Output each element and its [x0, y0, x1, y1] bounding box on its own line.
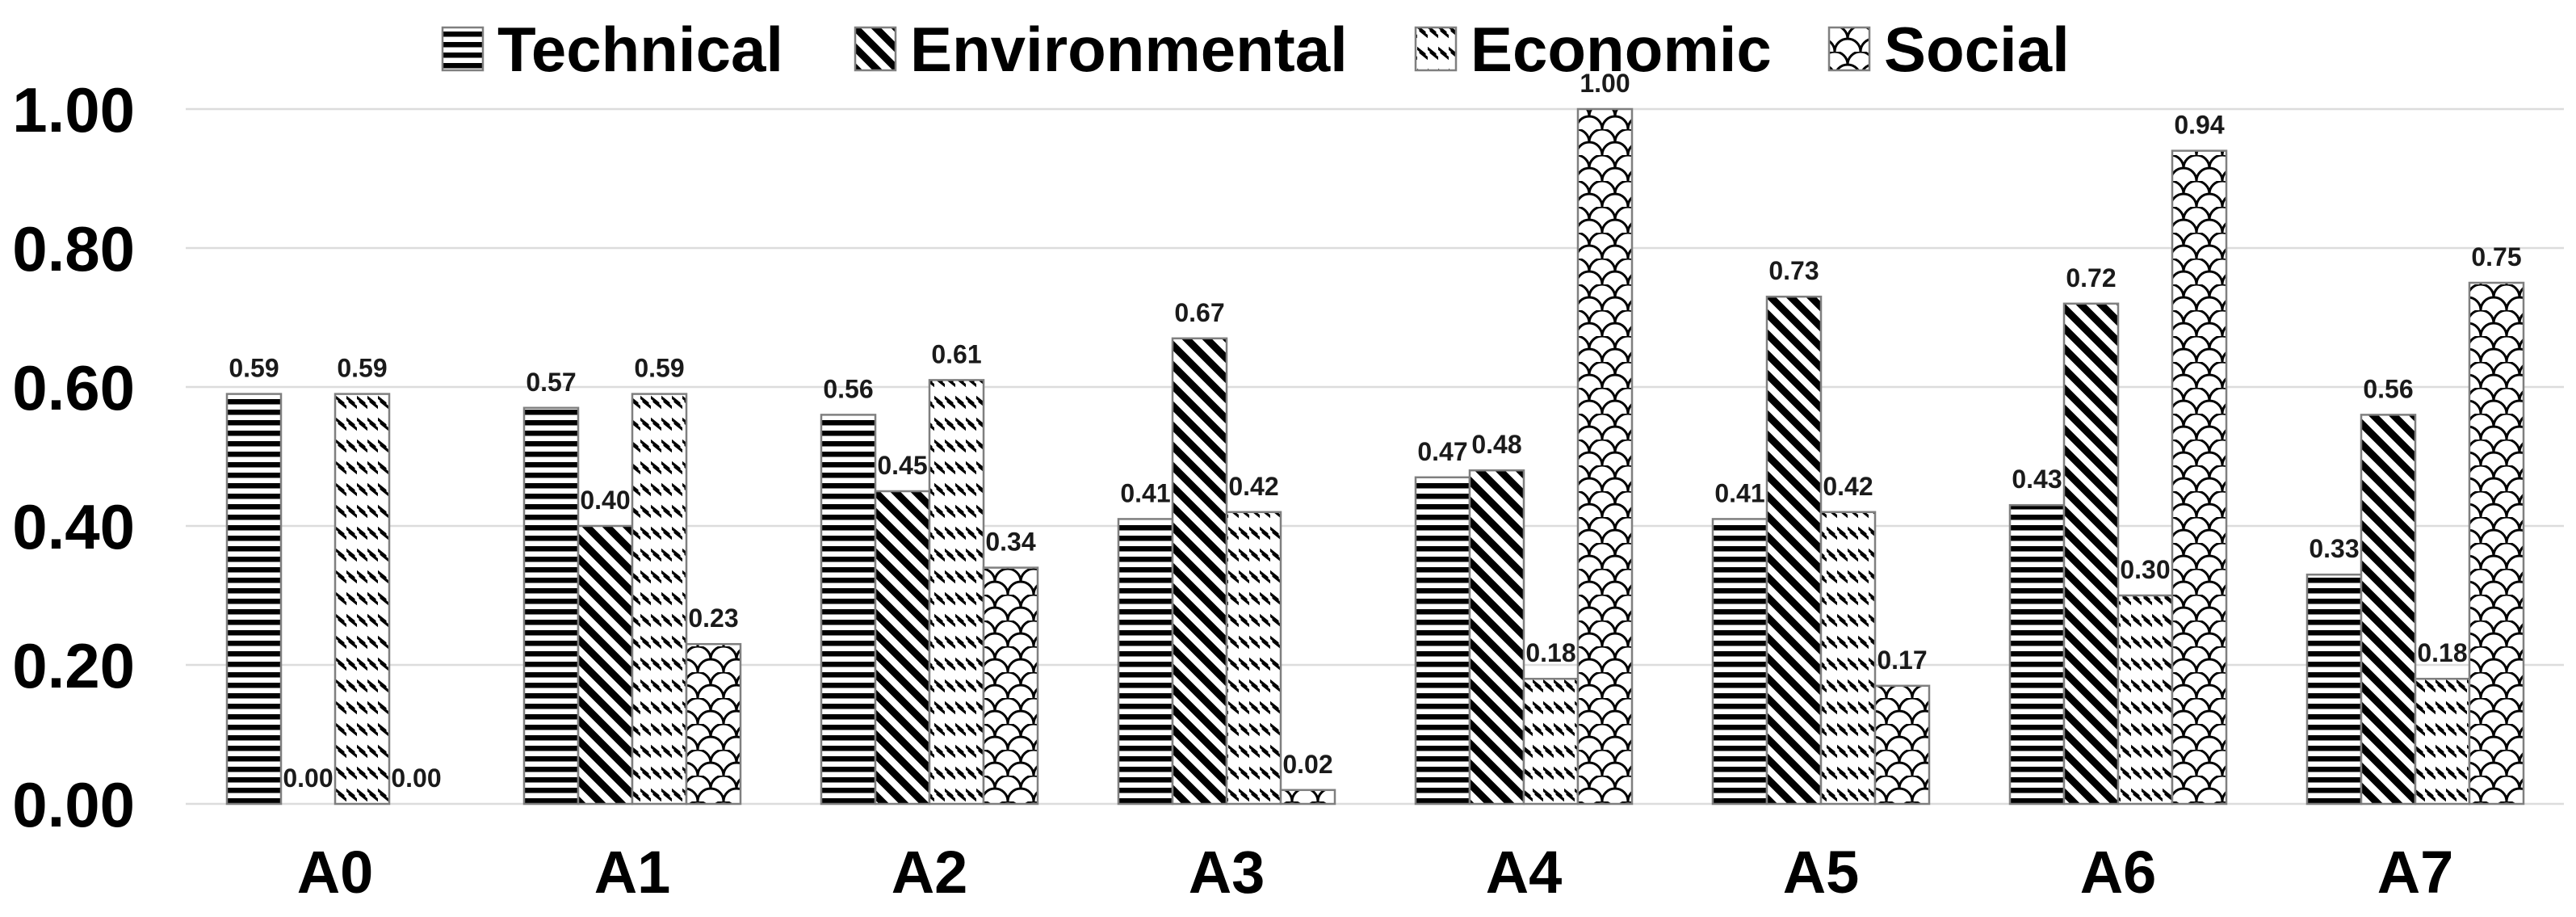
bar-A5-environmental: [1765, 295, 1823, 806]
legend-item-technical: Technical: [441, 14, 783, 85]
bar-A4-technical: [1414, 476, 1471, 806]
data-label-A4-environmental: 0.48: [1471, 430, 1521, 459]
legend-swatch-horizontal-stripes: [441, 26, 485, 72]
legend-item-social: Social: [1827, 14, 2070, 85]
data-label-A0-environmental: 0.00: [283, 763, 333, 793]
data-label-A2-social: 0.34: [985, 528, 1035, 557]
legend-label: Environmental: [910, 14, 1348, 85]
data-labels: 0.59 0.00 0.59 0.00 0.57 0.40 0.59 0.23 0.56 0.45…: [229, 69, 2521, 793]
bar-A6-social: [2171, 149, 2228, 806]
x-category-label-A6: A6: [2080, 839, 2157, 906]
x-category-label-A7: A7: [2377, 839, 2454, 906]
data-label-A4-technical: 0.47: [1417, 437, 1467, 466]
legend-label: Social: [1884, 14, 2070, 85]
bar-A0-technical: [225, 393, 283, 806]
data-label-A6-social: 0.94: [2174, 111, 2224, 140]
data-label-A7-social: 0.75: [2471, 242, 2521, 271]
data-label-A5-social: 0.17: [1877, 646, 1927, 675]
x-category-label-A1: A1: [594, 839, 671, 906]
legend-swatch-diagonal-stripes: [854, 26, 897, 72]
data-label-A0-economic: 0.59: [337, 354, 387, 383]
data-label-A1-technical: 0.57: [526, 368, 576, 397]
legend-swatch-diagonal-dashes: [1414, 26, 1458, 72]
data-label-A5-technical: 0.41: [1714, 478, 1764, 507]
data-label-A1-economic: 0.59: [634, 354, 684, 383]
data-label-A7-economic: 0.18: [2417, 638, 2467, 667]
y-tick-label: 1.00: [12, 74, 135, 145]
bar-A7-technical: [2305, 573, 2363, 806]
bar-A0-economic: [334, 393, 391, 806]
data-label-A3-social: 0.02: [1282, 750, 1332, 779]
bar-A6-technical: [2008, 503, 2066, 806]
bar-A1-environmental: [577, 524, 634, 806]
data-label-A1-social: 0.23: [688, 604, 738, 633]
data-label-A5-economic: 0.42: [1823, 472, 1873, 501]
bar-A4-economic: [1522, 677, 1580, 806]
x-category-label-A3: A3: [1189, 839, 1265, 906]
bars: [225, 107, 2525, 806]
legend-swatch-shingle: [1827, 26, 1871, 72]
data-label-A2-economic: 0.61: [931, 339, 981, 368]
bar-A3-environmental: [1171, 337, 1228, 806]
x-category-label-A5: A5: [1783, 839, 1860, 906]
data-label-A7-environmental: 0.56: [2363, 374, 2413, 403]
chart-legend: Technical Environmental Economic Social: [441, 14, 2070, 85]
bar-A2-economic: [928, 379, 985, 806]
y-tick-label: 0.60: [12, 352, 135, 423]
x-axis: A0 A1 A2 A3 A4 A5 A6 A7: [297, 839, 2454, 906]
legend-label: Economic: [1471, 14, 1772, 85]
data-label-A6-economic: 0.30: [2120, 555, 2170, 584]
bar-A2-environmental: [874, 490, 931, 806]
bar-A1-technical: [522, 406, 580, 806]
bar-A5-social: [1873, 684, 1931, 806]
data-label-A0-social: 0.00: [391, 763, 441, 793]
x-category-label-A0: A0: [297, 839, 374, 906]
bar-A7-social: [2468, 281, 2525, 806]
data-label-A3-environmental: 0.67: [1174, 298, 1224, 327]
y-tick-label: 0.00: [12, 769, 135, 840]
y-tick-label: 0.20: [12, 630, 135, 701]
data-label-A6-environmental: 0.72: [2066, 263, 2116, 292]
bar-A1-economic: [631, 393, 688, 806]
bar-A2-technical: [820, 414, 877, 806]
x-category-label-A4: A4: [1486, 839, 1563, 906]
legend-item-environmental: Environmental: [854, 14, 1348, 85]
bar-A3-economic: [1225, 511, 1282, 806]
data-label-A5-environmental: 0.73: [1768, 256, 1819, 285]
bar-A1-social: [685, 642, 742, 806]
bar-A2-social: [982, 566, 1039, 806]
y-axis: 0.00 0.20 0.40 0.60 0.80 1.00: [12, 74, 135, 840]
data-label-A2-environmental: 0.45: [877, 451, 927, 480]
bar-A6-environmental: [2062, 302, 2120, 806]
bar-A6-economic: [2117, 594, 2174, 806]
bar-A4-environmental: [1468, 469, 1525, 806]
x-category-label-A2: A2: [892, 839, 968, 906]
data-label-A3-technical: 0.41: [1120, 478, 1170, 507]
data-label-A1-environmental: 0.40: [580, 486, 630, 515]
bar-A4-social: [1576, 107, 1634, 806]
data-label-A7-technical: 0.33: [2309, 534, 2359, 563]
bar-A3-social: [1279, 789, 1336, 806]
data-label-A3-economic: 0.42: [1228, 472, 1278, 501]
bar-A5-technical: [1711, 518, 1768, 806]
y-tick-label: 0.40: [12, 491, 135, 562]
data-label-A0-technical: 0.59: [229, 354, 279, 383]
data-label-A4-social: 1.00: [1580, 69, 1630, 98]
data-label-A6-technical: 0.43: [2012, 465, 2062, 494]
legend-label: Technical: [497, 14, 783, 85]
bar-A7-economic: [2414, 677, 2471, 806]
bar-A5-economic: [1819, 511, 1877, 806]
data-label-A2-technical: 0.56: [823, 374, 873, 403]
bar-A3-technical: [1117, 518, 1174, 806]
y-tick-label: 0.80: [12, 213, 135, 284]
data-label-A4-economic: 0.18: [1525, 638, 1575, 667]
bar-A7-environmental: [2360, 414, 2417, 806]
legend-item-economic: Economic: [1414, 14, 1772, 85]
